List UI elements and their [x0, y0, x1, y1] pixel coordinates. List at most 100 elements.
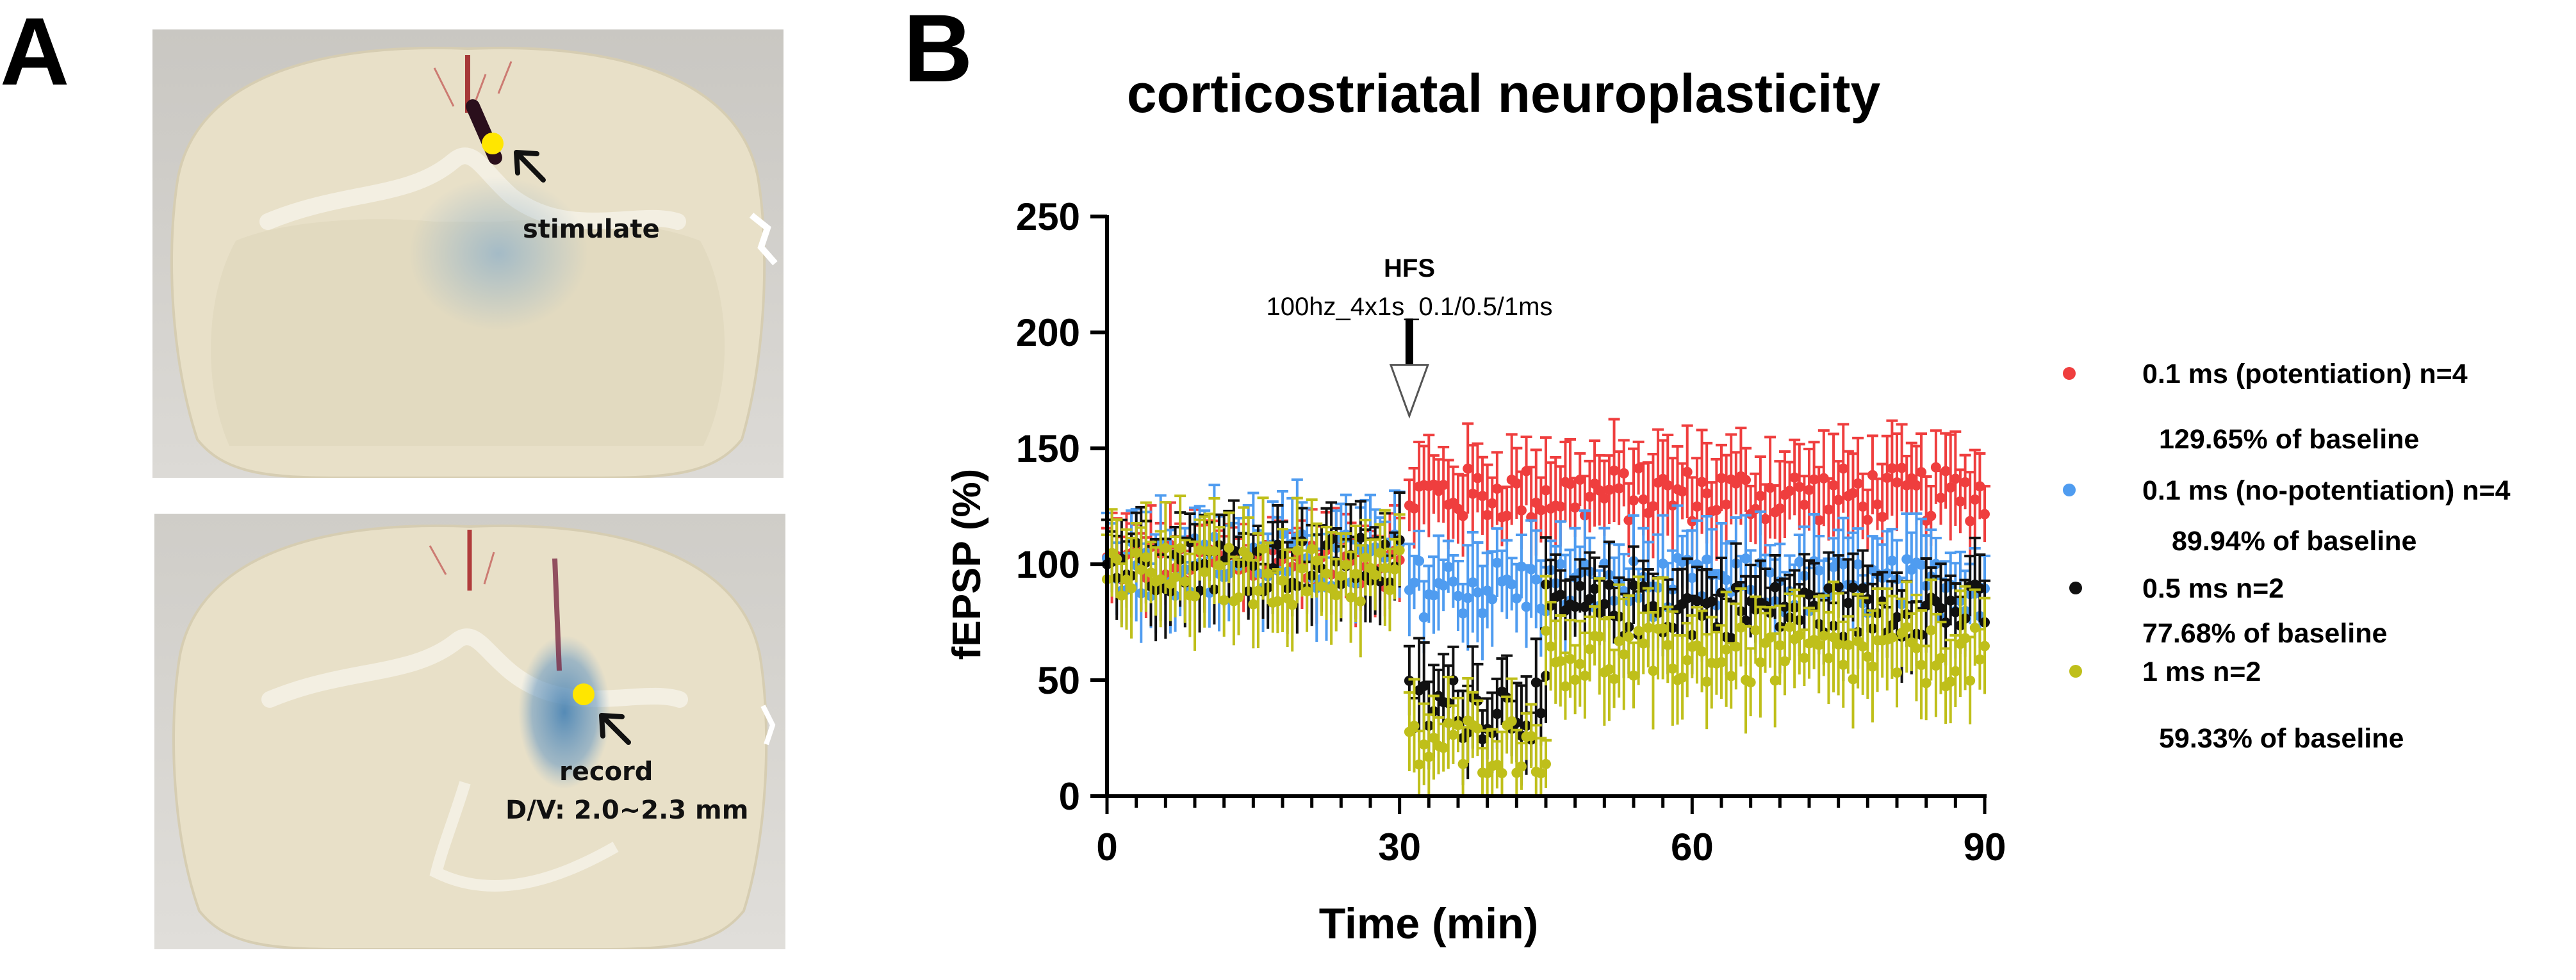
- data-point: [1950, 666, 1961, 676]
- data-point: [1955, 496, 1965, 507]
- data-point: [1545, 641, 1556, 652]
- data-point: [1541, 758, 1551, 769]
- data-point: [1794, 482, 1805, 493]
- data-point: [1116, 590, 1127, 601]
- data-point: [1145, 568, 1156, 578]
- legend-marker: [2069, 582, 2082, 594]
- data-point: [1604, 664, 1614, 674]
- data-point: [1682, 655, 1693, 666]
- data-point: [1741, 553, 1752, 564]
- hfs-label: HFS: [1384, 254, 1435, 282]
- data-point: [1696, 646, 1707, 657]
- data-point: [1292, 545, 1302, 556]
- data-point: [1530, 677, 1541, 688]
- data-point: [1579, 559, 1590, 569]
- y-tick-label: 50: [1037, 659, 1080, 702]
- data-point: [1945, 482, 1956, 493]
- data-point: [1252, 585, 1263, 596]
- data-point: [1472, 473, 1483, 484]
- data-point: [1726, 671, 1737, 682]
- brain-slice-stimulate-image: stimulate: [152, 29, 783, 478]
- data-point: [1921, 600, 1932, 611]
- data-point: [1638, 494, 1649, 505]
- data-point: [1321, 568, 1332, 579]
- data-point: [1940, 466, 1951, 477]
- panel-a-letter: A: [0, 0, 70, 105]
- data-point: [1691, 596, 1702, 607]
- data-point: [1833, 494, 1844, 505]
- data-point: [1136, 564, 1147, 575]
- legend-item: 0.1 ms (no-potentiation) n=4 89.94% of ba…: [2063, 475, 2511, 557]
- data-point: [1248, 599, 1259, 610]
- data-point: [1760, 514, 1771, 525]
- data-point: [1916, 660, 1927, 671]
- data-point: [1643, 623, 1653, 633]
- data-point: [1404, 675, 1415, 686]
- data-point: [1804, 484, 1814, 495]
- legend-marker: [2063, 367, 2076, 380]
- data-point: [1687, 573, 1698, 584]
- legend-label: 0.1 ms (potentiation) n=4: [2142, 359, 2468, 389]
- data-point: [1838, 463, 1849, 474]
- data-point: [1916, 467, 1927, 478]
- data-point: [1721, 499, 1732, 510]
- data-point: [1336, 571, 1347, 582]
- data-point: [1706, 596, 1717, 607]
- data-point: [1463, 463, 1473, 474]
- data-point: [1316, 581, 1327, 592]
- panel-b-letter: B: [903, 0, 973, 102]
- data-point: [1233, 592, 1244, 603]
- data-point: [1935, 493, 1946, 503]
- data-point: [1682, 466, 1693, 477]
- data-point: [1726, 633, 1737, 644]
- data-point: [1842, 640, 1853, 651]
- y-tick-label: 100: [1016, 543, 1080, 586]
- data-point: [1375, 548, 1386, 559]
- data-point: [1487, 594, 1498, 605]
- data-point: [1457, 510, 1468, 521]
- data-point: [1575, 580, 1586, 591]
- data-point: [1789, 472, 1800, 483]
- data-point: [1448, 576, 1459, 587]
- data-point: [1306, 544, 1317, 555]
- data-point: [1409, 503, 1420, 514]
- data-point: [1355, 596, 1366, 607]
- data-point: [1482, 585, 1493, 596]
- data-point: [1457, 758, 1468, 769]
- data-point: [1628, 495, 1639, 506]
- data-point: [1477, 733, 1488, 744]
- data-point: [1935, 653, 1946, 664]
- data-point: [1555, 501, 1566, 512]
- data-point: [1297, 563, 1308, 574]
- legend-item: 0.5 ms n=2 77.68% of baseline: [2069, 573, 2387, 649]
- data-point: [1428, 732, 1439, 743]
- data-point: [1438, 742, 1449, 753]
- data-point: [1848, 674, 1858, 685]
- data-point: [1677, 672, 1688, 683]
- depth-label: D/V: 2.0~2.3 mm: [505, 796, 748, 825]
- data-point: [1384, 585, 1395, 596]
- data-point: [1170, 571, 1181, 582]
- data-point: [1579, 601, 1590, 612]
- data-point: [1965, 675, 1976, 686]
- data-point: [1463, 592, 1473, 603]
- data-point: [1965, 516, 1976, 527]
- data-point: [1355, 532, 1366, 543]
- data-point: [1521, 601, 1532, 612]
- data-point: [1272, 596, 1283, 607]
- data-point: [1721, 644, 1732, 655]
- data-point: [1950, 473, 1961, 484]
- data-point: [1457, 608, 1468, 619]
- data-point: [1209, 546, 1220, 557]
- data-point: [1575, 658, 1586, 669]
- data-point: [1516, 761, 1527, 772]
- data-point: [1887, 462, 1898, 473]
- data-point: [1887, 555, 1898, 566]
- data-point: [1882, 473, 1892, 484]
- data-point: [1506, 716, 1517, 727]
- data-point: [1745, 596, 1756, 607]
- data-point: [1589, 584, 1600, 594]
- data-point: [1214, 560, 1225, 571]
- legend-marker: [2063, 484, 2076, 496]
- data-point: [1838, 659, 1849, 670]
